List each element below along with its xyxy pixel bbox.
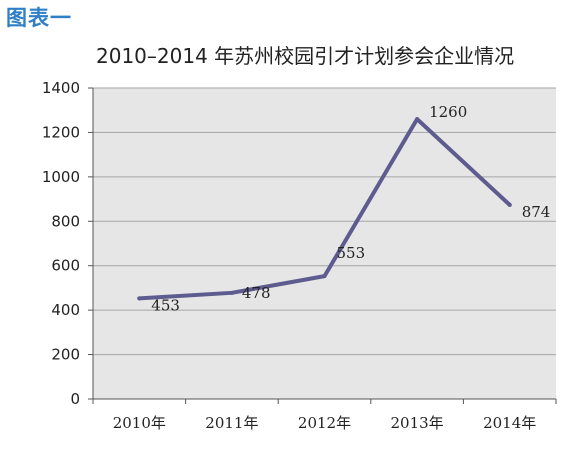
- y-tick-label-400: 400: [51, 301, 80, 319]
- y-tick-label-200: 200: [51, 346, 80, 364]
- x-tick-label-3: 2013年: [391, 414, 444, 432]
- data-point-2: [322, 274, 327, 279]
- figure-label: 图表一: [6, 6, 72, 30]
- y-tick-label-1200: 1200: [42, 123, 80, 141]
- data-point-3: [415, 117, 420, 122]
- x-tick-label-2: 2012年: [298, 414, 351, 432]
- x-tick-label-0: 2010年: [113, 414, 166, 432]
- y-tick-label-1000: 1000: [42, 168, 80, 186]
- data-point-1: [229, 290, 234, 295]
- data-label-0: 453: [151, 296, 180, 314]
- data-point-4: [507, 202, 512, 207]
- x-tick-label-1: 2011年: [205, 414, 258, 432]
- y-tick-label-1400: 1400: [42, 79, 80, 97]
- x-axis-ticks: 2010年 2011年 2012年 2013年 2014年: [92, 399, 557, 432]
- data-point-0: [137, 296, 142, 301]
- plot-area: [93, 88, 556, 399]
- data-label-2: 553: [337, 244, 366, 262]
- y-tick-label-0: 0: [70, 390, 80, 408]
- chart-title: 2010–2014 年苏州校园引才计划参会企业情况: [96, 44, 515, 68]
- series-group: [137, 117, 512, 301]
- data-labels: 453 478 553 1260 874: [151, 103, 550, 314]
- y-axis-ticks: 0 200 400 600 800 1000 1200 1400: [42, 79, 80, 408]
- y-tick-label-600: 600: [51, 257, 80, 275]
- data-label-3: 1260: [429, 103, 467, 121]
- x-tick-label-4: 2014年: [483, 414, 536, 432]
- gridlines: [88, 87, 556, 400]
- y-tick-label-800: 800: [51, 212, 80, 230]
- data-label-4: 874: [522, 203, 551, 221]
- data-label-1: 478: [242, 284, 271, 302]
